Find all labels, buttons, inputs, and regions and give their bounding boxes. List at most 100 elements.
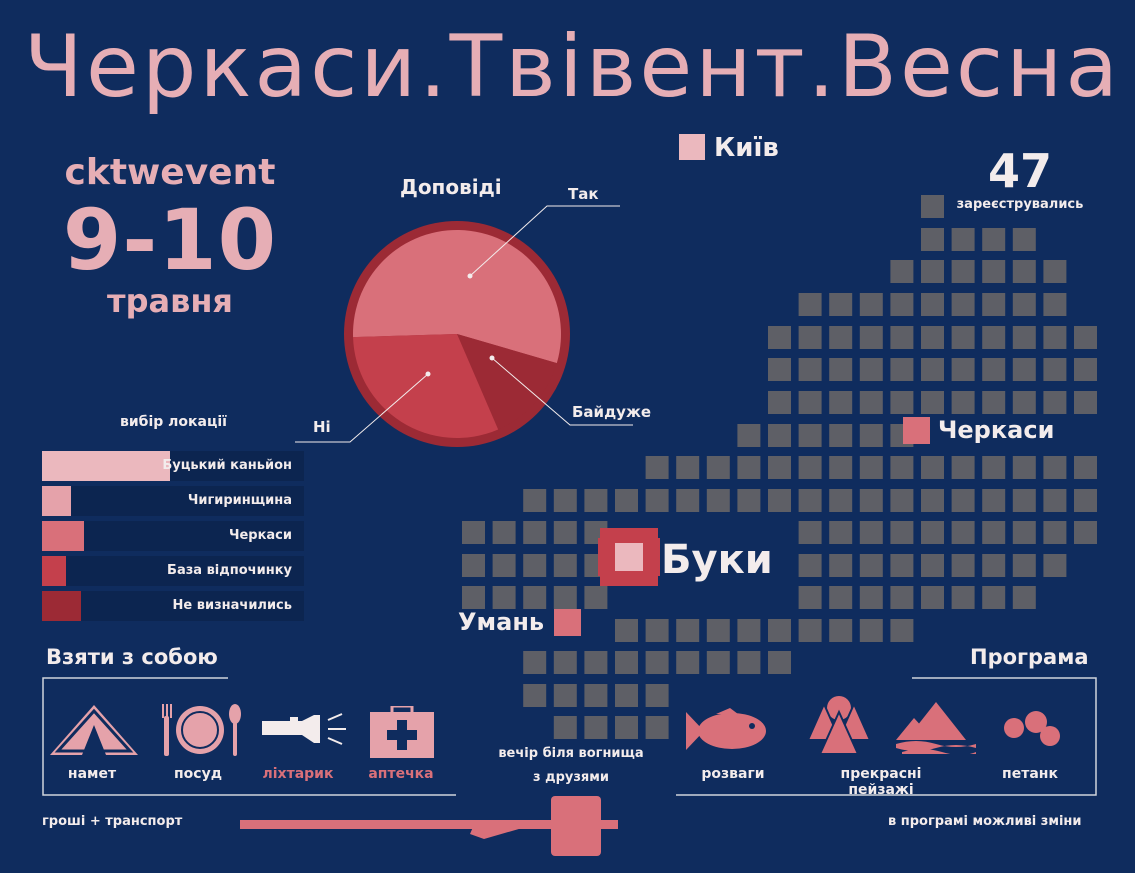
map-cell xyxy=(706,489,730,512)
map-cell xyxy=(859,521,883,544)
map-cell xyxy=(921,358,944,381)
map-cell xyxy=(951,326,975,349)
location-bar-row: Черкаси xyxy=(42,521,304,551)
map-cell xyxy=(553,489,577,512)
map-cell xyxy=(768,424,791,447)
map-cell xyxy=(798,586,822,609)
location-bar-label: База відпочинку xyxy=(167,563,292,578)
map-cell xyxy=(921,586,944,609)
leader-indifferent xyxy=(491,357,633,426)
location-bar-row: Не визначились xyxy=(42,591,304,621)
map-cell xyxy=(737,619,761,642)
map-cell xyxy=(982,326,1006,349)
program-title: Програма xyxy=(970,645,1089,669)
map-cell xyxy=(737,456,761,479)
bring-item-first-aid: аптечка xyxy=(368,766,434,782)
map-cell xyxy=(645,619,669,642)
map-cell xyxy=(1012,586,1036,609)
map-cell xyxy=(829,293,853,316)
map-cell xyxy=(859,293,883,316)
map-cell xyxy=(890,326,914,349)
map-cell xyxy=(951,554,975,577)
map-cell xyxy=(951,293,975,316)
map-cell xyxy=(921,489,944,512)
location-bar-row: Чигиринщина xyxy=(42,486,304,516)
fish-icon xyxy=(686,708,766,750)
map-cell xyxy=(829,554,853,577)
map-cell xyxy=(921,195,944,218)
map-cell xyxy=(890,586,914,609)
city-kyiv: Київ xyxy=(714,133,779,163)
map-cell xyxy=(859,424,883,447)
map-cell xyxy=(462,521,485,544)
bring-item-tent: намет xyxy=(67,766,117,782)
map-cell xyxy=(523,586,547,609)
map-cell xyxy=(1074,391,1097,414)
campfire-text: вечір біля вогнища з друзями xyxy=(476,742,666,790)
map-cell xyxy=(523,489,547,512)
leader-yes xyxy=(469,205,620,277)
map-cell xyxy=(951,456,975,479)
program-item-fun: розваги xyxy=(701,766,765,782)
map-cell xyxy=(798,358,822,381)
map-cell xyxy=(615,651,638,674)
map-cell xyxy=(768,456,791,479)
program-frame xyxy=(676,677,1097,796)
location-bar-label: Черкаси xyxy=(228,528,292,543)
map-cell xyxy=(890,489,914,512)
map-cell xyxy=(921,456,944,479)
map-cell xyxy=(921,293,944,316)
map-cell xyxy=(1012,391,1036,414)
map-cell xyxy=(615,684,638,707)
map-cell xyxy=(798,326,822,349)
map-cell xyxy=(584,651,608,674)
city-uman: Умань xyxy=(458,608,545,636)
map-cell xyxy=(951,586,975,609)
map-cell xyxy=(1074,489,1097,512)
location-bar-fill xyxy=(42,451,171,481)
flashlight-icon xyxy=(262,713,346,745)
map-cell xyxy=(829,456,853,479)
map-cell xyxy=(584,586,608,609)
map-cell xyxy=(829,358,853,381)
map-cell xyxy=(829,619,853,642)
map-cell xyxy=(1012,293,1036,316)
map-cell xyxy=(921,228,944,251)
map-cell xyxy=(645,684,669,707)
map-cell xyxy=(951,358,975,381)
pie-slice-0 xyxy=(353,230,561,364)
map-cell xyxy=(890,358,914,381)
location-bar-label: Буцький каньйон xyxy=(162,458,292,473)
location-bar-fill xyxy=(42,486,71,516)
map-cell xyxy=(798,521,822,544)
talks-pie-chart xyxy=(330,205,633,447)
map-cell xyxy=(462,554,485,577)
map-cell xyxy=(553,651,577,674)
map-cell xyxy=(553,586,577,609)
map-cell xyxy=(890,554,914,577)
map-cell xyxy=(982,391,1006,414)
map-cell xyxy=(645,456,669,479)
map-cell xyxy=(859,456,883,479)
page-title: Черкаси.Твівент.Весна xyxy=(24,17,1122,117)
map-cell xyxy=(798,554,822,577)
map-cell xyxy=(768,391,791,414)
program-item-landscapes: прекрасні пейзажі xyxy=(840,766,922,798)
map-cell xyxy=(890,260,914,283)
map-cell xyxy=(951,521,975,544)
map-cell xyxy=(553,554,577,577)
map-cell xyxy=(1043,456,1067,479)
map-cell xyxy=(615,489,638,512)
event-hashtag: cktwevent xyxy=(64,152,276,193)
map-cell xyxy=(1043,326,1067,349)
map-cell xyxy=(859,554,883,577)
map-cell xyxy=(645,489,669,512)
map-cell xyxy=(492,586,516,609)
event-dates: 9-10 xyxy=(62,191,278,289)
map-cell xyxy=(706,456,730,479)
map-cell xyxy=(492,521,516,544)
location-bar-fill xyxy=(42,521,84,551)
map-cell xyxy=(1043,358,1067,381)
map-cell xyxy=(584,489,608,512)
bring-item-dishes: посуд xyxy=(173,766,223,782)
